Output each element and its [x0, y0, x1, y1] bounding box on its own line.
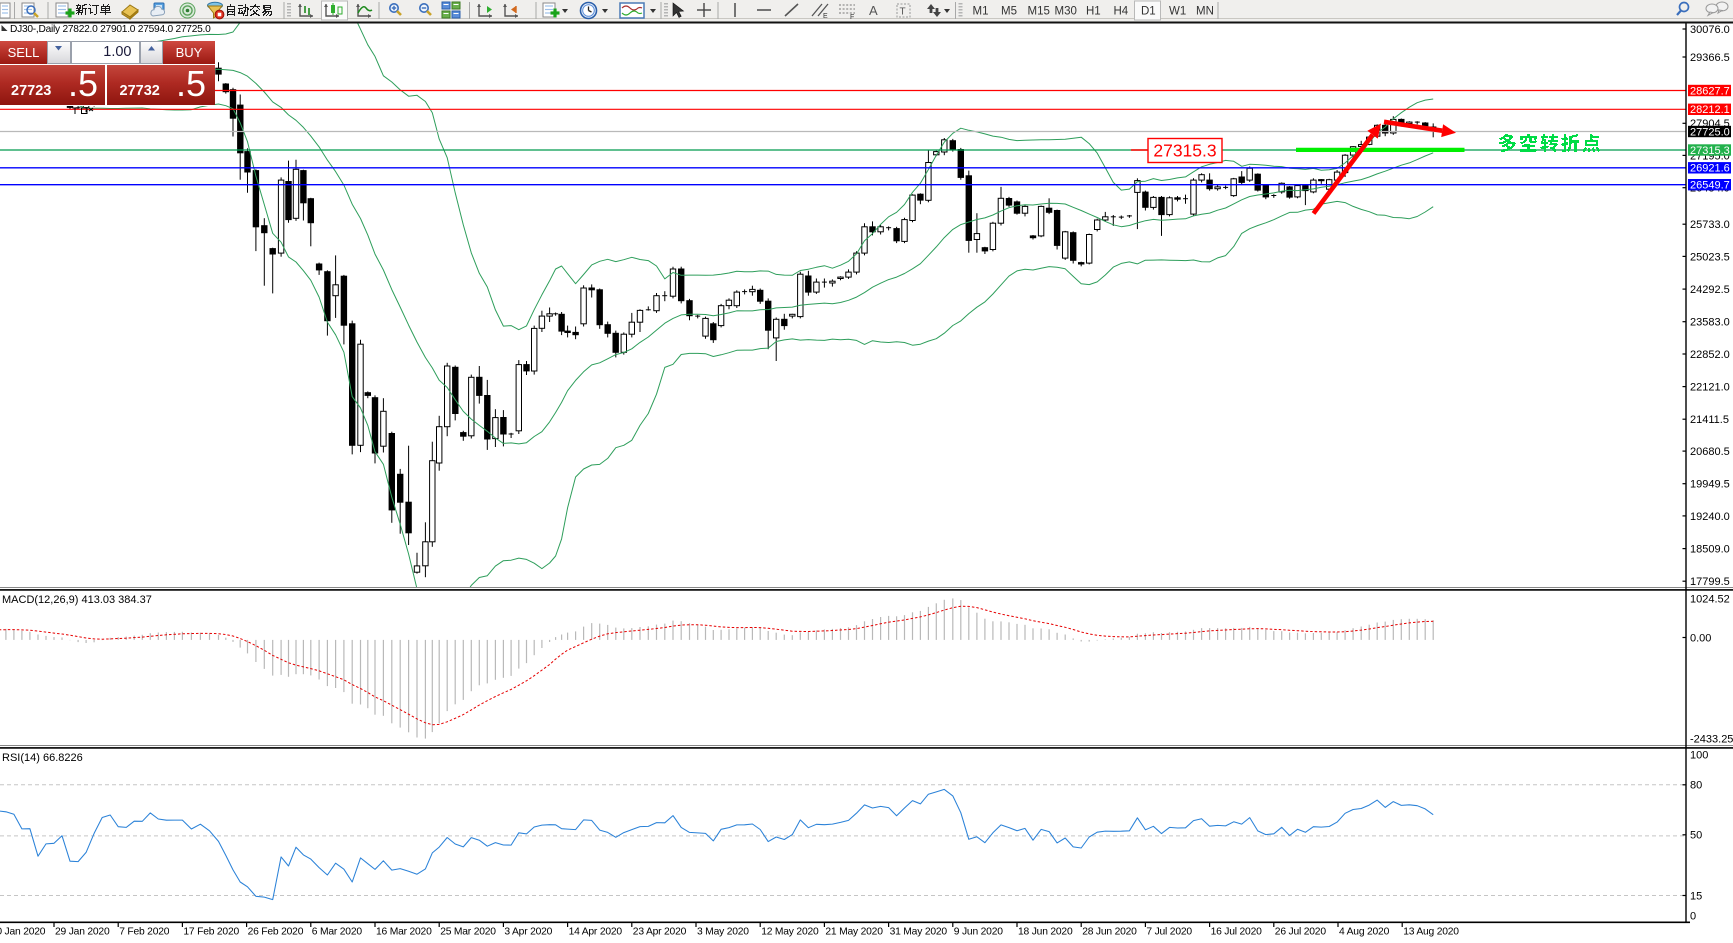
svg-text:H4: H4 [1114, 6, 1129, 18]
svg-text:30076.0: 30076.0 [1690, 24, 1730, 36]
svg-text:28212.1: 28212.1 [1690, 104, 1730, 116]
svg-text:T: T [900, 7, 906, 18]
svg-text:22852.0: 22852.0 [1690, 349, 1730, 361]
svg-text:26921.6: 26921.6 [1690, 163, 1730, 175]
svg-text:7 Jul 2020: 7 Jul 2020 [1146, 927, 1192, 938]
svg-text:A: A [869, 3, 878, 18]
svg-text:E: E [823, 13, 828, 20]
svg-text:18 Jun 2020: 18 Jun 2020 [1018, 927, 1073, 938]
svg-text:14 Apr 2020: 14 Apr 2020 [569, 927, 623, 938]
svg-text:W1: W1 [1169, 6, 1186, 18]
svg-text:17 Feb 2020: 17 Feb 2020 [183, 927, 239, 938]
svg-text:28 Jun 2020: 28 Jun 2020 [1082, 927, 1137, 938]
svg-text:3 May 2020: 3 May 2020 [697, 927, 749, 938]
svg-text:50: 50 [1690, 830, 1702, 842]
svg-text:17799.5: 17799.5 [1690, 576, 1730, 588]
svg-text:16 Jul 2020: 16 Jul 2020 [1211, 927, 1263, 938]
svg-text:13 Aug 2020: 13 Aug 2020 [1403, 927, 1459, 938]
svg-text:3 Apr 2020: 3 Apr 2020 [504, 927, 552, 938]
svg-text:20680.5: 20680.5 [1690, 446, 1730, 458]
svg-text:31 May 2020: 31 May 2020 [890, 927, 948, 938]
svg-text:27315.3: 27315.3 [1690, 145, 1730, 157]
svg-text:4 Aug 2020: 4 Aug 2020 [1339, 927, 1390, 938]
svg-text:28627.7: 28627.7 [1690, 85, 1730, 97]
svg-text:F: F [850, 14, 854, 21]
svg-text:M1: M1 [973, 6, 989, 18]
svg-text:27315.3: 27315.3 [1153, 141, 1216, 161]
svg-text:1024.52: 1024.52 [1690, 593, 1730, 605]
svg-text:19949.5: 19949.5 [1690, 479, 1730, 491]
svg-text:23583.0: 23583.0 [1690, 317, 1730, 329]
svg-text:29 Jan 2020: 29 Jan 2020 [55, 927, 110, 938]
svg-text:26 Jul 2020: 26 Jul 2020 [1275, 927, 1327, 938]
svg-text:29366.5: 29366.5 [1690, 52, 1730, 64]
svg-text:7 Feb 2020: 7 Feb 2020 [119, 927, 170, 938]
svg-text:25733.0: 25733.0 [1690, 219, 1730, 231]
svg-text:-2433.25: -2433.25 [1690, 734, 1733, 746]
svg-text:DJ30-,Daily 27822.0 27901.0 2: DJ30-,Daily 27822.0 27901.0 27594.0 2772… [10, 24, 211, 35]
svg-text:18509.0: 18509.0 [1690, 544, 1730, 556]
svg-text:12 May 2020: 12 May 2020 [761, 927, 819, 938]
svg-text:22121.0: 22121.0 [1690, 382, 1730, 394]
svg-text:RSI(14) 66.8226: RSI(14) 66.8226 [2, 752, 83, 764]
svg-text:21411.5: 21411.5 [1690, 414, 1729, 426]
svg-text:D1: D1 [1141, 6, 1156, 18]
svg-text:MN: MN [1196, 6, 1214, 18]
svg-text:23 Apr 2020: 23 Apr 2020 [633, 927, 687, 938]
svg-text:MACD(12,26,9) 413.03 384.37: MACD(12,26,9) 413.03 384.37 [2, 594, 152, 606]
svg-text:M15: M15 [1028, 6, 1050, 18]
svg-text:16 Mar 2020: 16 Mar 2020 [376, 927, 432, 938]
svg-text:19240.0: 19240.0 [1690, 511, 1730, 523]
svg-text:15: 15 [1690, 890, 1702, 902]
svg-text:9 Jun 2020: 9 Jun 2020 [954, 927, 1003, 938]
svg-text:100: 100 [1690, 749, 1708, 761]
svg-text:0: 0 [1690, 910, 1696, 922]
svg-text:26 Feb 2020: 26 Feb 2020 [248, 927, 304, 938]
svg-text:25 Mar 2020: 25 Mar 2020 [440, 927, 496, 938]
svg-text:25023.5: 25023.5 [1690, 251, 1730, 263]
svg-text:24292.5: 24292.5 [1690, 284, 1730, 296]
svg-text:6 Mar 2020: 6 Mar 2020 [312, 927, 363, 938]
svg-text:80: 80 [1690, 780, 1702, 792]
svg-text:20 Jan 2020: 20 Jan 2020 [0, 927, 46, 938]
svg-text:H1: H1 [1086, 6, 1101, 18]
svg-text:21 May 2020: 21 May 2020 [825, 927, 883, 938]
svg-text:M5: M5 [1001, 6, 1017, 18]
svg-text:M30: M30 [1055, 6, 1077, 18]
svg-text:26549.7: 26549.7 [1690, 180, 1730, 192]
svg-text:27725.0: 27725.0 [1690, 126, 1730, 138]
svg-text:0.00: 0.00 [1690, 632, 1711, 644]
